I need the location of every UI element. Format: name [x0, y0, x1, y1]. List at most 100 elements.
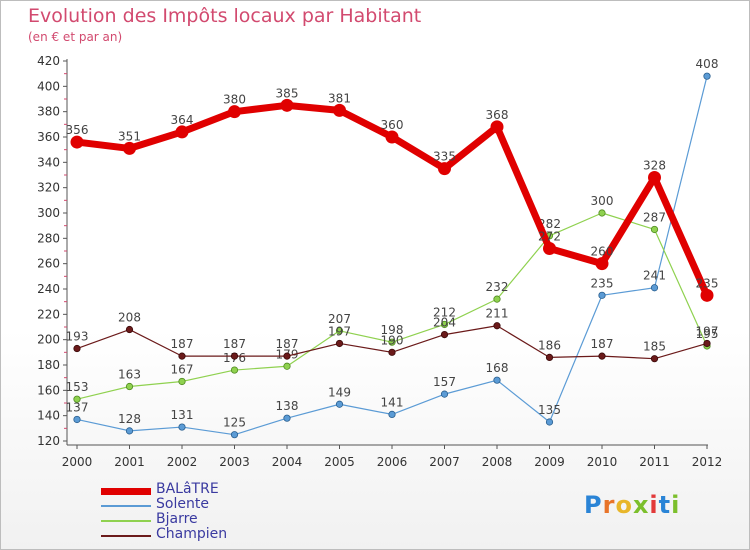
logo-letter: i: [671, 491, 681, 519]
data-point: [493, 376, 501, 384]
y-tick-label: 200: [37, 333, 60, 347]
data-label: 335: [433, 150, 456, 164]
data-label: 211: [486, 307, 509, 321]
data-label: 197: [696, 324, 719, 338]
x-tick-label: 2008: [482, 455, 513, 469]
data-point: [175, 125, 189, 139]
data-label: 385: [276, 86, 299, 100]
y-tick-label: 360: [37, 130, 60, 144]
legend-label: Solente: [156, 496, 209, 512]
data-label: 381: [328, 91, 351, 105]
data-label: 204: [433, 316, 456, 330]
y-tick-label: 420: [37, 54, 60, 68]
y-tick-label: 300: [37, 206, 60, 220]
data-label: 208: [118, 311, 141, 325]
legend-label: Bjarre: [156, 511, 198, 527]
data-label: 232: [486, 280, 509, 294]
data-label: 153: [66, 380, 89, 394]
logo-letter: P: [584, 491, 603, 519]
y-tick-label: 140: [37, 409, 60, 423]
data-label: 187: [276, 337, 299, 351]
x-tick-label: 2011: [639, 455, 670, 469]
data-label: 235: [591, 276, 614, 290]
logo-letter: x: [632, 491, 650, 519]
data-label: 141: [381, 395, 404, 409]
data-point: [283, 352, 291, 360]
data-point: [440, 320, 449, 329]
x-tick-label: 2007: [429, 455, 460, 469]
data-label: 328: [643, 159, 666, 173]
data-point: [490, 120, 504, 134]
data-point: [280, 98, 294, 112]
data-label: 186: [538, 338, 561, 352]
data-label: 157: [433, 375, 456, 389]
data-label: 212: [433, 305, 456, 319]
legend-swatch: [101, 505, 151, 507]
data-point: [230, 366, 239, 374]
data-label: 163: [118, 368, 141, 382]
data-point: [283, 414, 291, 422]
data-point: [545, 353, 554, 361]
data-point: [283, 362, 291, 370]
data-label: 167: [171, 362, 194, 376]
legend-swatch: [101, 520, 151, 522]
data-point: [125, 325, 134, 334]
data-point: [438, 162, 451, 176]
data-point: [385, 130, 399, 144]
logo-letter: o: [615, 491, 633, 519]
logo-letter: r: [602, 491, 616, 519]
data-point: [545, 418, 554, 426]
data-label: 300: [591, 194, 614, 208]
data-label: 380: [223, 93, 246, 107]
data-point: [73, 415, 81, 424]
y-tick-label: 220: [37, 307, 60, 321]
data-label: 356: [66, 123, 89, 137]
data-label: 207: [328, 312, 351, 326]
data-label: 195: [696, 327, 719, 341]
x-tick-label: 2012: [692, 455, 723, 469]
data-point: [73, 344, 81, 353]
data-point: [123, 141, 136, 155]
data-label: 368: [486, 108, 509, 122]
y-tick-label: 260: [37, 257, 60, 271]
x-tick-label: 2005: [324, 455, 355, 469]
data-label: 187: [591, 337, 614, 351]
data-point: [493, 322, 501, 330]
chart-subtitle: (en € et par an): [28, 30, 123, 44]
logo-letter: i: [649, 491, 659, 519]
data-label: 137: [66, 400, 89, 414]
data-point: [650, 355, 659, 363]
data-point: [178, 377, 186, 386]
logo-letter: t: [658, 491, 672, 519]
data-label: 287: [643, 210, 666, 224]
data-point: [598, 209, 606, 217]
data-label: 193: [66, 330, 89, 344]
data-point: [335, 327, 344, 335]
data-point: [703, 72, 711, 80]
data-label: 138: [276, 399, 299, 413]
series-champien: 193 208 187 187 187 197 190 204 211 186 187 185 197: [66, 307, 719, 363]
data-point: [650, 284, 659, 292]
data-label: 272: [538, 229, 561, 243]
data-point: [440, 390, 449, 398]
data-label: 187: [223, 337, 246, 351]
legend-label: BALâTRE: [156, 481, 219, 497]
data-label: 187: [171, 337, 194, 351]
data-point: [440, 330, 449, 339]
data-point: [598, 352, 606, 360]
data-point: [125, 427, 134, 435]
proxiti-logo: Proxiti: [584, 491, 680, 519]
data-label: 351: [118, 129, 141, 143]
data-point: [230, 352, 239, 360]
data-label: 135: [538, 403, 561, 417]
data-label: 168: [486, 361, 509, 375]
data-point: [335, 339, 344, 348]
data-label: 190: [381, 333, 404, 347]
data-label: 260: [591, 245, 614, 259]
x-tick-label: 2006: [377, 455, 408, 469]
legend-label: Champien: [156, 526, 228, 542]
x-tick-label: 2001: [114, 455, 145, 469]
data-label: 360: [381, 118, 404, 132]
data-label: 149: [328, 385, 351, 399]
